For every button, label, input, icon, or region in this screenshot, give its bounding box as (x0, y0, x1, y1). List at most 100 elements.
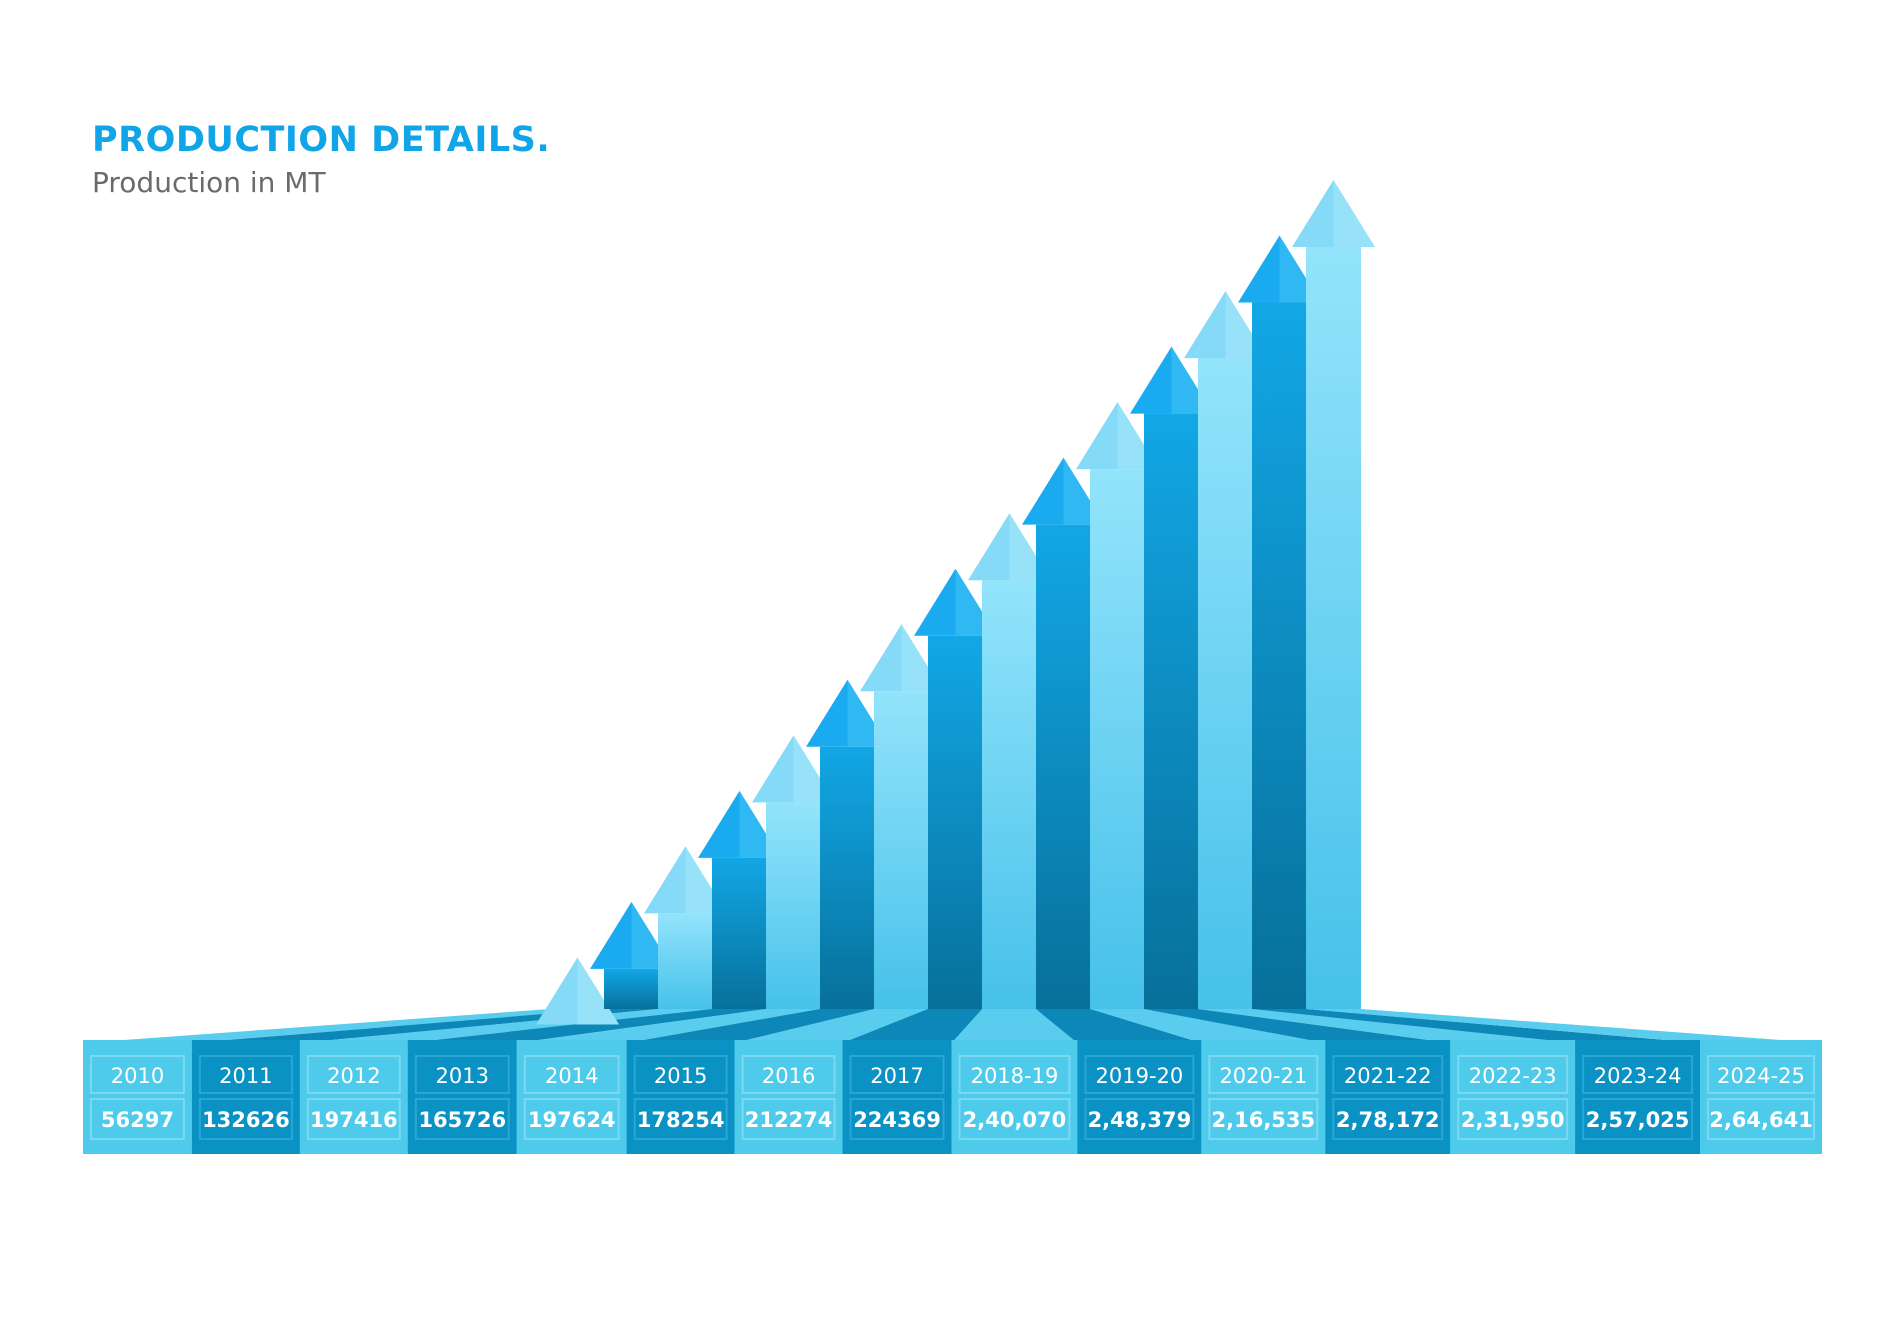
value-label: 165726 (418, 1108, 506, 1132)
column-cell (1450, 1040, 1576, 1154)
year-box (523, 1055, 620, 1094)
category-label: 2020-21 (1219, 1064, 1307, 1088)
column-cell (1077, 1040, 1202, 1154)
category-label: 2015 (654, 1064, 707, 1088)
floor-wedge (407, 1009, 767, 1043)
floor-wedge (626, 1009, 875, 1043)
table-column: 2010 56297 (83, 1040, 192, 1154)
arrow-2011 (590, 901, 673, 1009)
arrow-2023-24 (1238, 235, 1321, 1009)
arrow-2017 (914, 568, 997, 1009)
floor-wedge (1198, 1009, 1576, 1043)
arrow-shaft (1144, 413, 1199, 1010)
arrow-2020-21 (1076, 402, 1159, 1010)
value-box (741, 1098, 836, 1140)
column-cell (626, 1040, 735, 1154)
arrow-shaft (1036, 524, 1091, 1009)
arrow-2022-23 (1184, 291, 1267, 1010)
arrow-2015 (806, 679, 889, 1009)
column-cell (842, 1040, 952, 1154)
year-box (633, 1055, 728, 1094)
floor-wedge (951, 1009, 1078, 1043)
value-box (1457, 1098, 1569, 1140)
value-box (1208, 1098, 1319, 1140)
arrow-shaft (766, 802, 821, 1009)
floor-wedge (1090, 1009, 1326, 1043)
column-cell (83, 1040, 192, 1154)
arrow-2013 (698, 790, 781, 1009)
arrow-2021-22 (1130, 346, 1213, 1010)
value-box (306, 1098, 401, 1140)
arrow-head-highlight (1333, 180, 1375, 247)
category-label: 2016 (762, 1064, 815, 1088)
arrow-head-highlight (1279, 235, 1321, 303)
category-label: 2023-24 (1594, 1064, 1682, 1088)
value-box (198, 1098, 293, 1140)
value-label: 2,16,535 (1212, 1108, 1316, 1132)
year-box (1457, 1055, 1569, 1094)
year-box (1208, 1055, 1319, 1094)
value-box (958, 1098, 1071, 1140)
arrow-2024-25 (1292, 180, 1375, 1009)
chart-title: PRODUCTION DETAILS. (92, 120, 551, 160)
value-box (633, 1098, 728, 1140)
floor-wedge (842, 1009, 983, 1043)
value-label: 2,40,070 (963, 1108, 1067, 1132)
year-box (414, 1055, 510, 1094)
value-label: 197624 (528, 1108, 616, 1132)
value-box (1582, 1098, 1694, 1140)
table-column: 2015 178254 (626, 1040, 735, 1154)
arrow-2016 (860, 624, 943, 1009)
year-box (1332, 1055, 1444, 1094)
column-cell (191, 1040, 300, 1154)
value-box (414, 1098, 510, 1140)
value-box (1332, 1098, 1444, 1140)
category-label: 2012 (327, 1064, 380, 1088)
table-column: 2017 224369 (842, 1040, 952, 1154)
category-label: 2024-25 (1717, 1064, 1805, 1088)
value-label: 212274 (745, 1108, 833, 1132)
arrow-shaft (1198, 358, 1253, 1010)
arrow-shaft (1090, 469, 1145, 1010)
table-column: 2016 212274 (734, 1040, 843, 1154)
floor-wedge (1306, 1009, 1822, 1043)
table-column: 2020-21 2,16,535 (1201, 1040, 1326, 1154)
floor-wedge (1144, 1009, 1451, 1043)
table-column: 2018-19 2,40,070 (951, 1040, 1078, 1154)
value-box (849, 1098, 945, 1140)
year-box (90, 1055, 185, 1094)
floor-wedge (1036, 1009, 1202, 1043)
value-label: 132626 (202, 1108, 290, 1132)
chart-subtitle: Production in MT (92, 166, 326, 199)
table-column: 2011 132626 (191, 1040, 300, 1154)
category-label: 2022-23 (1469, 1064, 1557, 1088)
category-label: 2019-20 (1096, 1064, 1184, 1088)
column-cell (516, 1040, 627, 1154)
value-box (90, 1098, 185, 1140)
value-box (1084, 1098, 1195, 1140)
table-column: 2024-25 2,64,641 (1700, 1040, 1822, 1154)
year-box (1582, 1055, 1694, 1094)
table-column: 2012 197416 (299, 1040, 408, 1154)
column-cell (1201, 1040, 1326, 1154)
category-label: 2018-19 (971, 1064, 1059, 1088)
arrow-shaft (712, 857, 767, 1009)
value-label: 56297 (101, 1108, 174, 1132)
value-label: 2,78,172 (1336, 1108, 1440, 1132)
column-cell (407, 1040, 517, 1154)
table-column: 2013 165726 (407, 1040, 517, 1154)
arrow-shaft (1252, 302, 1307, 1009)
table-column: 2014 197624 (516, 1040, 627, 1154)
arrow-shaft (874, 691, 929, 1009)
arrow-shaft (604, 968, 659, 1009)
category-label: 2021-22 (1344, 1064, 1432, 1088)
arrow-shaft (820, 746, 875, 1009)
arrow-shaft (658, 913, 713, 1009)
value-box (1707, 1098, 1815, 1140)
floor-wedge (516, 1009, 821, 1043)
arrow-2018-19 (968, 513, 1051, 1009)
value-box (523, 1098, 620, 1140)
value-label: 2,48,379 (1088, 1108, 1192, 1132)
value-label: 178254 (637, 1108, 725, 1132)
